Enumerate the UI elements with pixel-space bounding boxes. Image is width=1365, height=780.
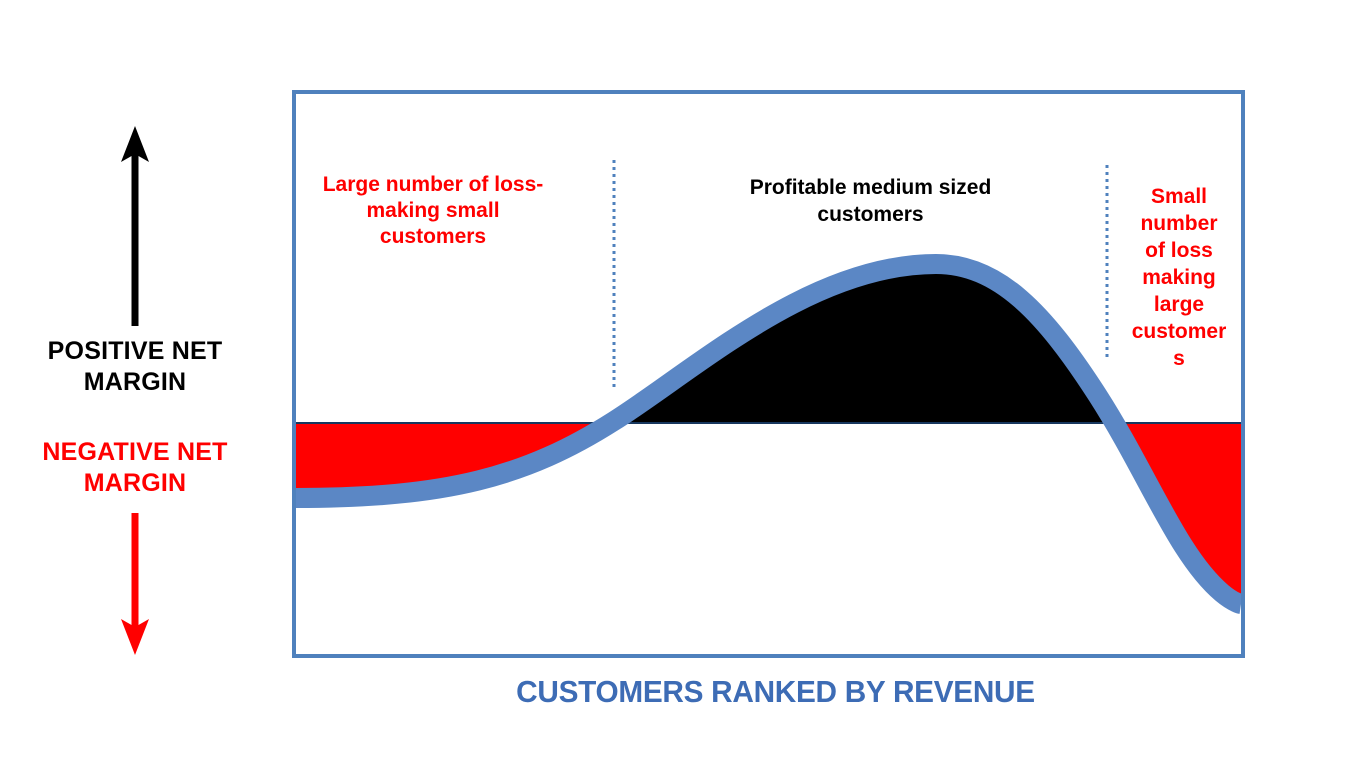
- net-margin-curve: [296, 254, 1241, 614]
- annotation-loss-making-small-customers: Large number of loss- making small custo…: [322, 173, 544, 248]
- profit-area-medium-customers: [614, 264, 1114, 423]
- x-axis-title: CUSTOMERS RANKED BY REVENUE: [516, 674, 1035, 709]
- positive-net-margin-up-arrow-icon: [121, 126, 149, 326]
- negative-net-margin-down-arrow-icon: [121, 513, 149, 655]
- negative-net-margin-label: NEGATIVE NET MARGIN: [42, 438, 228, 497]
- annotation-profitable-medium-customers: Profitable medium sized customers: [749, 176, 992, 226]
- loss-area-small-customers: [296, 421, 614, 498]
- annotation-loss-making-large-customers: Small number of loss making large custom…: [1131, 185, 1227, 370]
- whale-curve-plot: [296, 160, 1241, 614]
- positive-net-margin-label: POSITIVE NET MARGIN: [47, 337, 223, 396]
- chart-plot-area: [292, 90, 1245, 658]
